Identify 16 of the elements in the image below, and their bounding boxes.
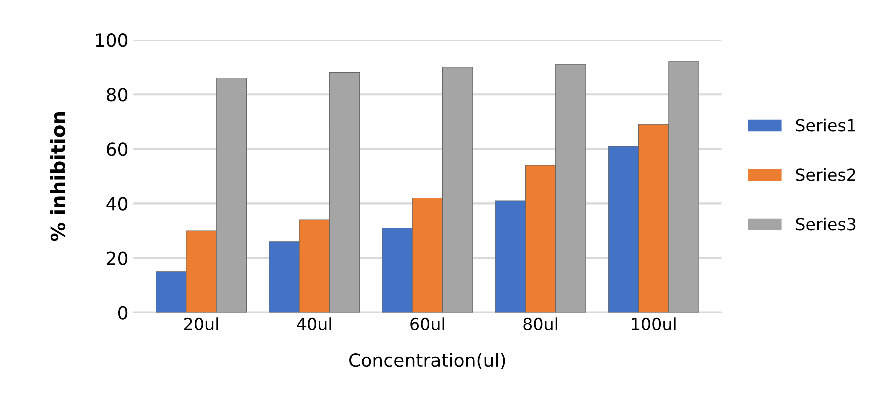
x-tick-label: 40ul <box>297 318 332 331</box>
y-tick-label: 0 <box>118 306 128 320</box>
y-axis-title: % inhibition <box>50 112 66 242</box>
y-tick-label: 40 <box>106 197 128 211</box>
x-tick-label: 60ul <box>410 318 444 331</box>
y-tick-label: 100 <box>96 34 128 48</box>
x-tick-label: 100ul <box>632 318 676 331</box>
legend-label: Series1 <box>796 118 856 132</box>
legend-label: Series2 <box>796 168 856 182</box>
y-tick-label: 20 <box>107 252 128 266</box>
x-tick-label: 80ul <box>524 318 558 331</box>
x-axis-title: Concentration(ul) <box>350 353 506 370</box>
y-tick-label: 80 <box>107 88 128 102</box>
y-tick-label: 60 <box>107 142 128 156</box>
x-tick-label: 20ul <box>184 318 218 331</box>
legend-label: Series3 <box>796 218 856 231</box>
